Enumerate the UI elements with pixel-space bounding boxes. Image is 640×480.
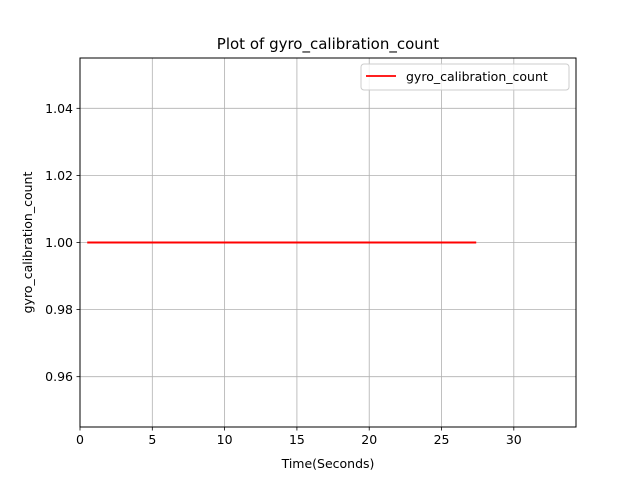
x-tick-label: 25: [434, 432, 450, 447]
legend-entry-label: gyro_calibration_count: [406, 69, 548, 84]
legend-box: [360, 63, 570, 91]
x-axis: 0 5 10 15 20 25 30: [76, 427, 522, 447]
x-tick-label: 15: [289, 432, 305, 447]
chart-title: Plot of gyro_calibration_count: [217, 35, 440, 54]
legend: gyro_calibration_count: [360, 63, 570, 91]
y-tick-label: 1.00: [45, 235, 73, 250]
y-tick-label: 1.04: [45, 101, 73, 116]
x-axis-label: Time(Seconds): [281, 456, 375, 471]
x-tick-label: 5: [148, 432, 156, 447]
x-tick-label: 30: [506, 432, 522, 447]
y-tick-label: 0.96: [45, 369, 73, 384]
x-tick-label: 10: [217, 432, 233, 447]
x-tick-label: 20: [361, 432, 377, 447]
y-tick-label: 1.02: [45, 168, 73, 183]
y-axis: 0.96 0.98 1.00 1.02 1.04: [45, 101, 80, 384]
y-tick-label: 0.98: [45, 302, 73, 317]
x-tick-label: 0: [76, 432, 84, 447]
y-axis-label: gyro_calibration_count: [20, 172, 35, 314]
